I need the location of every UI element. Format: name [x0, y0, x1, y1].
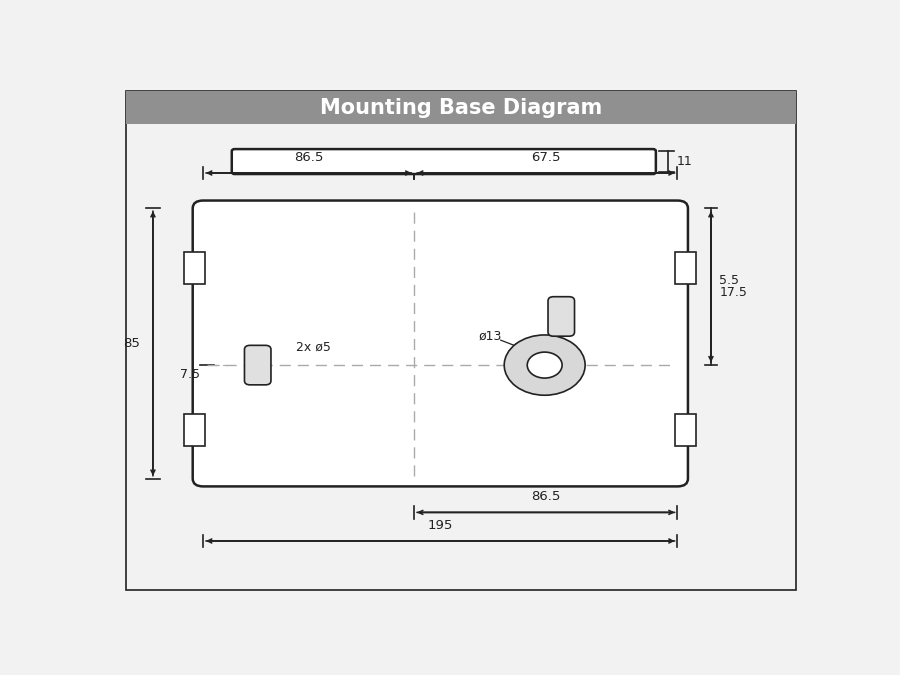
FancyBboxPatch shape [232, 149, 656, 174]
Bar [184, 252, 205, 284]
Text: 5.5: 5.5 [719, 274, 739, 287]
Text: 67.5: 67.5 [531, 151, 561, 163]
Bar [675, 252, 697, 284]
Text: 86.5: 86.5 [531, 490, 561, 503]
Text: ø13: ø13 [479, 330, 502, 343]
Bar [675, 414, 697, 446]
Circle shape [527, 352, 562, 378]
Circle shape [504, 335, 585, 396]
Text: Mounting Base Diagram: Mounting Base Diagram [320, 97, 602, 117]
FancyBboxPatch shape [548, 297, 574, 336]
Text: 86.5: 86.5 [294, 151, 323, 163]
Bar [184, 414, 205, 446]
FancyBboxPatch shape [193, 200, 688, 487]
Text: 195: 195 [428, 518, 453, 532]
Bar [126, 91, 796, 124]
Text: 17.5: 17.5 [719, 286, 747, 300]
Text: 7.5: 7.5 [180, 368, 200, 381]
Text: 11: 11 [677, 155, 692, 168]
Text: 85: 85 [123, 337, 140, 350]
Text: 2x ø5: 2x ø5 [296, 340, 331, 354]
FancyBboxPatch shape [245, 346, 271, 385]
